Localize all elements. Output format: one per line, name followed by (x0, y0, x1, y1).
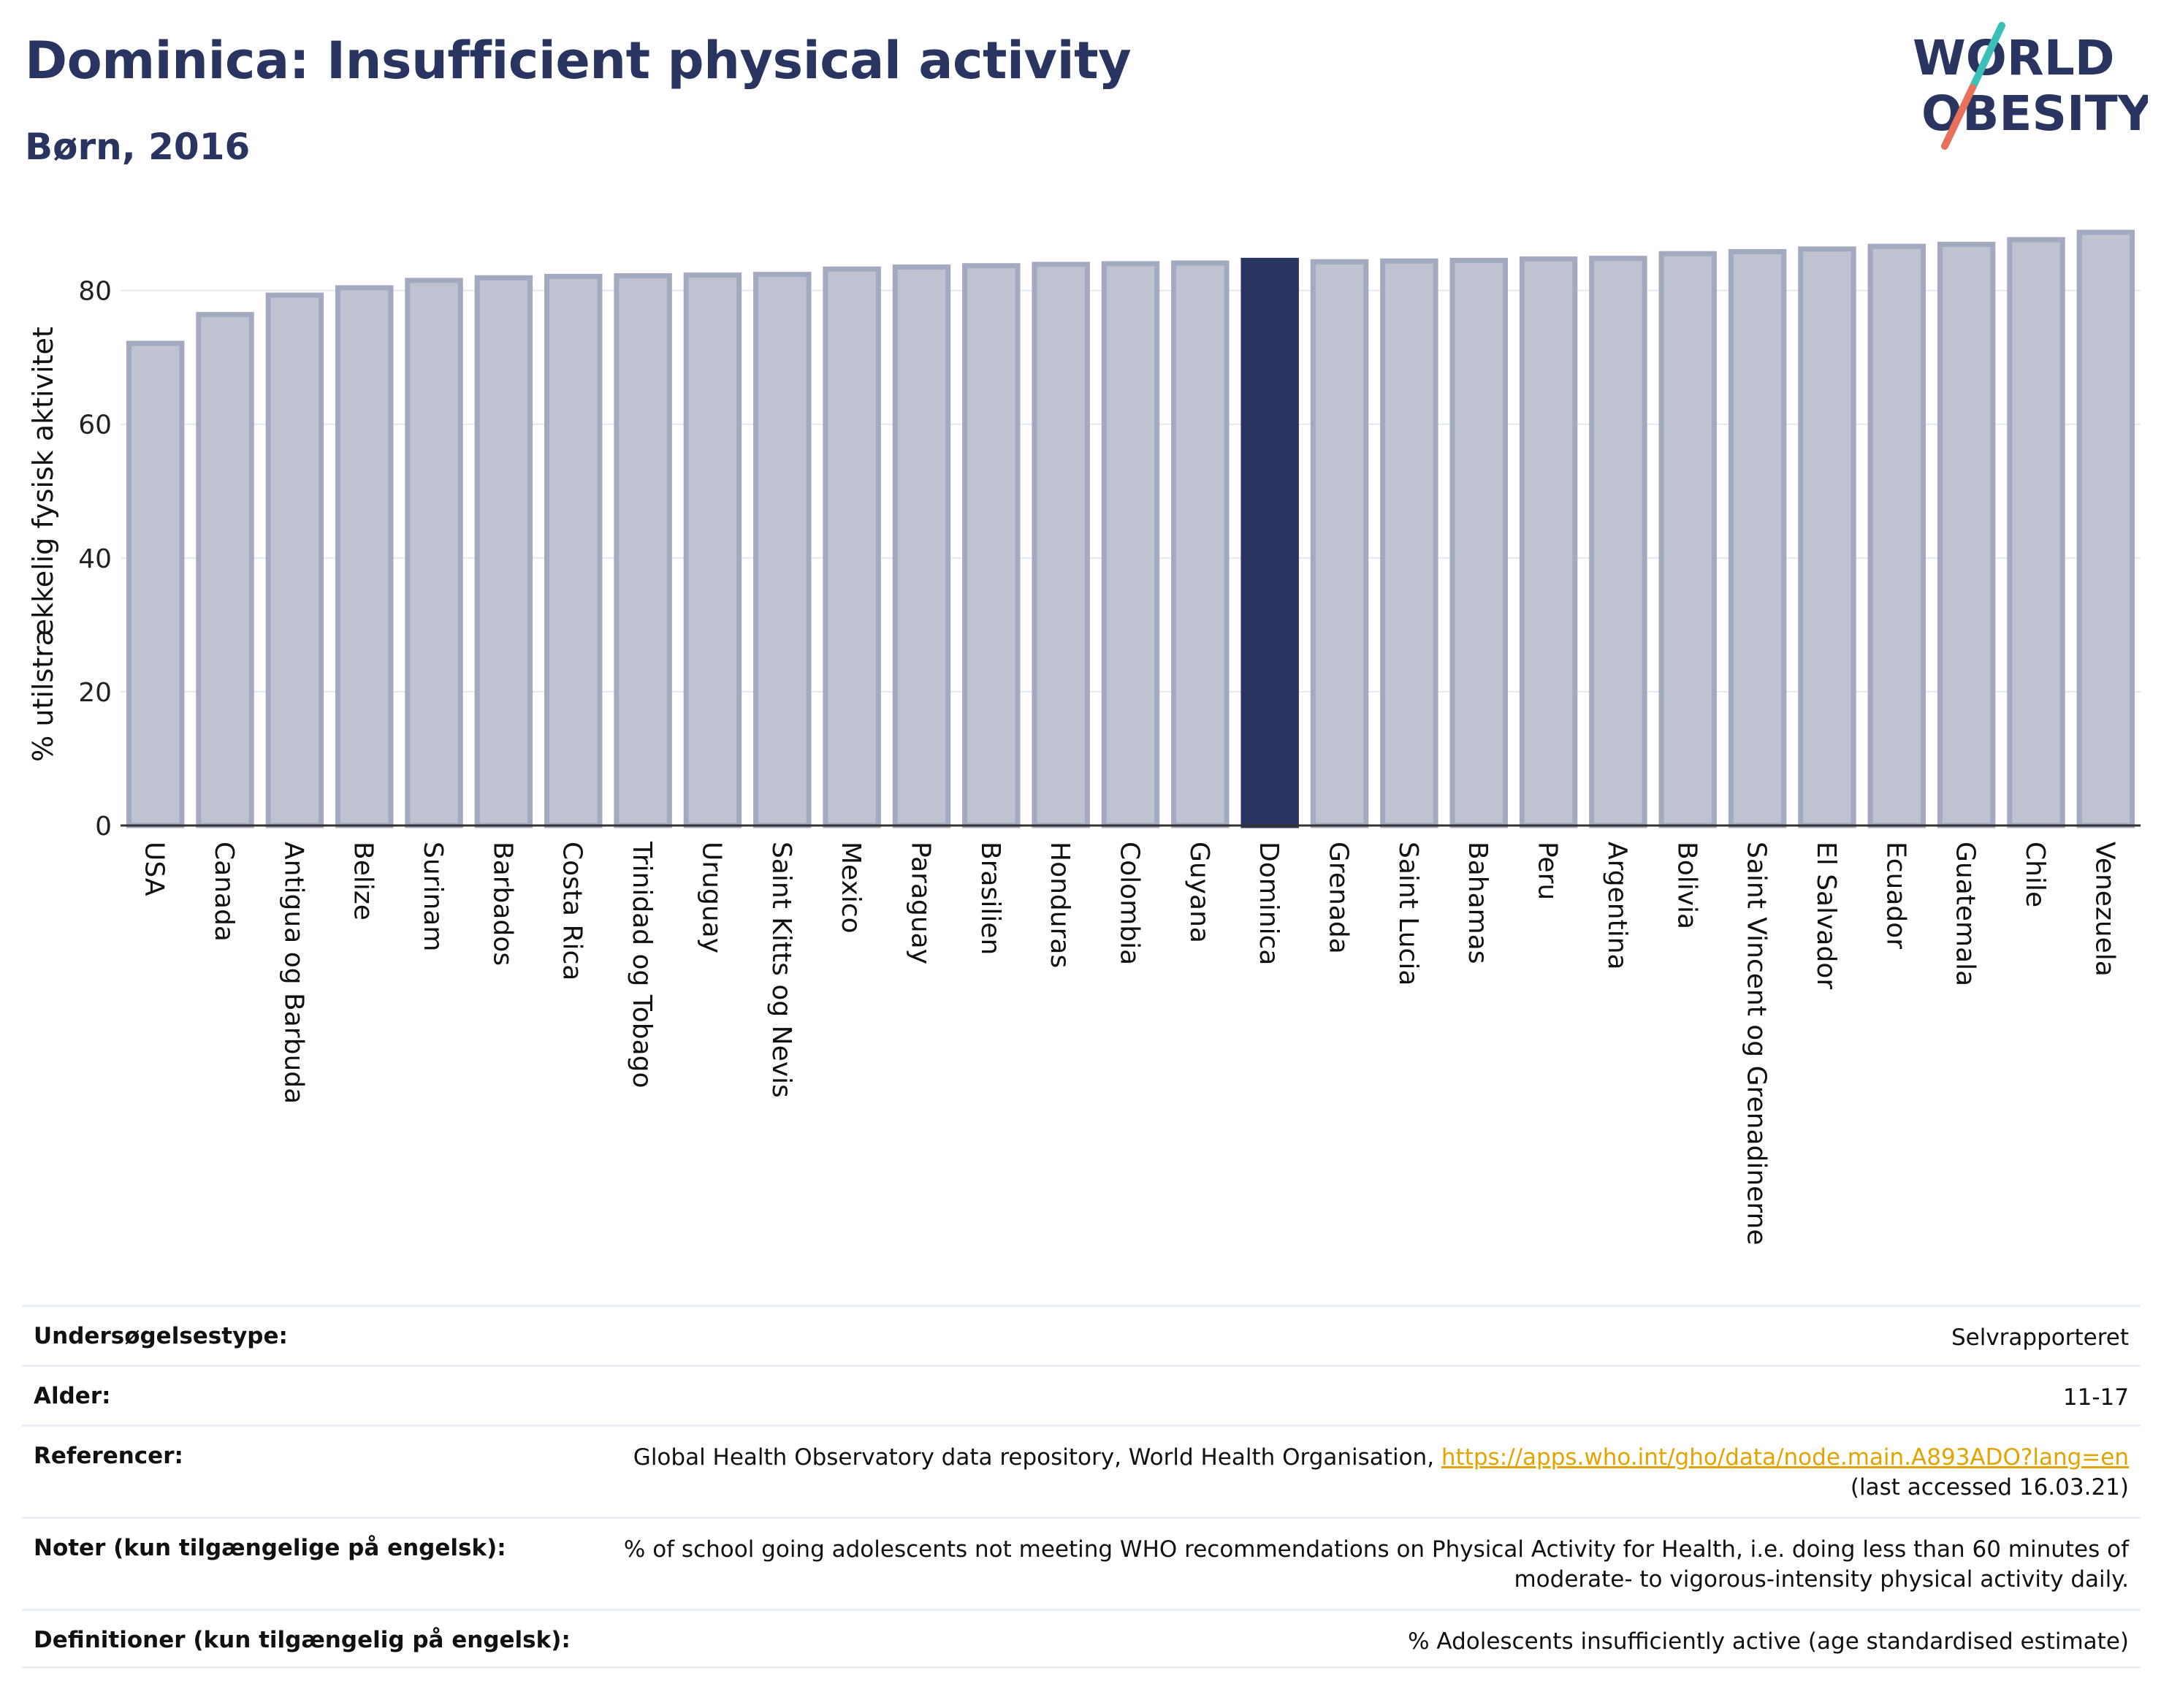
logo-slash-coral (1941, 84, 1976, 150)
info-label: Referencer: (34, 1443, 183, 1469)
x-tick-label: Uruguay (696, 842, 726, 953)
bar-belize (335, 285, 394, 828)
bar-argentina (1589, 256, 1647, 828)
info-table: Undersøgelsestype: Selvrapporteret Alder: 1… (22, 1305, 2141, 1669)
y-tick-label: 60 (78, 411, 112, 441)
y-tick-label: 20 (78, 678, 112, 708)
info-row: Alder: 11-17 (22, 1365, 2141, 1425)
bar-saint-lucia (1380, 258, 1438, 828)
info-row: Referencer: Global Health Observatory dat… (22, 1425, 2141, 1517)
bar-ecuador (1867, 243, 1926, 828)
x-tick-label: Honduras (1045, 842, 1075, 968)
bar-guatemala (1937, 241, 1996, 828)
bar-saint-kitts-og-nevis (753, 272, 812, 828)
bar-trinidad-og-tobago (614, 272, 672, 828)
x-tick-label: Saint Lucia (1393, 842, 1423, 985)
x-tick-label: Barbados (487, 842, 517, 966)
y-tick-label: 0 (95, 812, 112, 842)
x-tick-label: Dominica (1254, 842, 1284, 966)
x-tick-label: Bahamas (1463, 842, 1493, 964)
page-subtitle: Børn, 2016 (25, 126, 251, 168)
x-tick-label: Ecuador (1880, 842, 1910, 949)
x-tick-label: Surinam (418, 842, 448, 951)
x-tick-label: Bolivia (1672, 842, 1701, 929)
bar-barbados (474, 275, 533, 828)
bar-venezuela (2076, 229, 2135, 828)
x-tick-label: Peru (1533, 842, 1563, 900)
y-tick-label: 80 (78, 277, 112, 307)
bar-honduras (1032, 262, 1090, 828)
reference-accessed: (last accessed 16.03.21) (1850, 1474, 2129, 1501)
info-value: 11-17 (2062, 1384, 2129, 1411)
x-tick-label: Argentina (1602, 842, 1632, 970)
bar-chart: 0 20 40 60 80 USA Canada Antigua og Barbuda Beli… (27, 229, 2141, 1245)
bar-peru (1519, 256, 1578, 828)
x-tick-label: Brasilien (975, 842, 1005, 955)
info-value: % of school going adolescents not meetin… (623, 1536, 2129, 1593)
x-tick-label: Belize (348, 842, 378, 920)
info-label: Undersøgelsestype: (34, 1323, 288, 1349)
bar-canada (196, 312, 254, 828)
bar-guyana (1171, 260, 1230, 828)
info-row: Definitioner (kun tilgængelig på engelsk… (22, 1609, 2141, 1669)
info-label: Noter (kun tilgængelige på engelsk): (34, 1535, 506, 1561)
bar-usa (126, 340, 185, 828)
info-row: Noter (kun tilgængelige på engelsk): % of… (22, 1517, 2141, 1609)
bar-paraguay (892, 264, 951, 828)
x-tick-label: Paraguay (905, 842, 935, 964)
reference-link[interactable]: https://apps.who.int/gho/data/node.main.… (1441, 1444, 2129, 1471)
bar-chile (2007, 237, 2065, 828)
bar-uruguay (683, 272, 742, 828)
y-axis-label: % utilstrækkelig fysisk aktivitet (27, 327, 59, 762)
x-tick-label: Saint Kitts og Nevis (766, 842, 796, 1098)
x-tick-label: El Salvador (1811, 842, 1841, 989)
x-tick-label: Trinidad og Tobago (627, 841, 657, 1089)
bar-dominica (1240, 257, 1299, 828)
x-tick-label: Guyana (1184, 842, 1214, 943)
x-tick-label: Costa Rica (557, 842, 587, 980)
info-value: Global Health Observatory data repositor… (633, 1443, 2141, 1503)
logo-slash-teal (1969, 22, 2005, 91)
bar-costa-rica (544, 273, 603, 828)
x-tick-label: Chile (2020, 842, 2050, 907)
x-tick-label: USA (140, 842, 169, 896)
x-tick-label: Grenada (1324, 842, 1354, 954)
x-tick-label: Mexico (836, 842, 866, 934)
bar-el-salvador (1798, 246, 1856, 828)
bar-grenada (1310, 259, 1369, 828)
bar-mexico (823, 266, 881, 828)
bar-bahamas (1449, 257, 1508, 828)
bar-saint-vincent-og-grenadinerne (1728, 249, 1787, 828)
info-value: Selvrapporteret (1951, 1324, 2129, 1351)
world-obesity-logo: WORLD OBESITY (1913, 22, 2148, 150)
y-tick-label: 40 (78, 544, 112, 574)
bar-bolivia (1658, 251, 1717, 828)
logo-line1: WORLD (1913, 30, 2115, 86)
bar-colombia (1101, 261, 1160, 828)
x-tick-label: Saint Vincent og Grenadinerne (1742, 842, 1772, 1245)
x-tick-label: Canada (209, 842, 239, 942)
reference-text: Global Health Observatory data repositor… (633, 1444, 1441, 1471)
axes: 0 20 40 60 80 USA Canada Antigua og Barbuda Beli… (78, 277, 2141, 1245)
bars (126, 229, 2135, 828)
info-row: Undersøgelsestype: Selvrapporteret (22, 1305, 2141, 1365)
bar-surinam (405, 278, 463, 828)
bar-antigua-og-barbuda (265, 292, 324, 828)
x-tick-label: Venezuela (2089, 842, 2119, 977)
x-tick-label: Colombia (1115, 842, 1145, 965)
info-label: Alder: (34, 1383, 111, 1409)
x-tick-label: Antigua og Barbuda (278, 842, 308, 1104)
x-tick-label: Guatemala (1951, 842, 1981, 986)
info-label: Definitioner (kun tilgængelig på engelsk… (34, 1627, 571, 1653)
info-value: % Adolescents insufficiently active (age… (1408, 1628, 2129, 1655)
bar-brasilien (962, 263, 1021, 828)
page-title: Dominica: Insufficient physical activity (25, 31, 1132, 91)
